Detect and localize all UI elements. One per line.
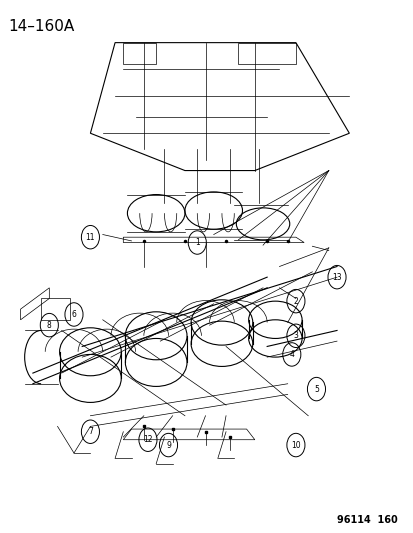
Text: 11: 11 — [85, 233, 95, 241]
Text: 4: 4 — [289, 350, 294, 359]
Text: 7: 7 — [88, 427, 93, 436]
Text: 1: 1 — [195, 238, 199, 247]
Text: 2: 2 — [293, 297, 298, 305]
Text: 13: 13 — [331, 273, 341, 281]
Text: 5: 5 — [313, 385, 318, 393]
Text: 9: 9 — [166, 441, 171, 449]
Text: 12: 12 — [143, 435, 152, 444]
Text: 14–160A: 14–160A — [8, 19, 74, 34]
Text: 10: 10 — [290, 441, 300, 449]
Text: 3: 3 — [293, 332, 298, 340]
Text: 96114  160: 96114 160 — [336, 515, 397, 525]
Text: 8: 8 — [47, 321, 52, 329]
Text: 6: 6 — [71, 310, 76, 319]
